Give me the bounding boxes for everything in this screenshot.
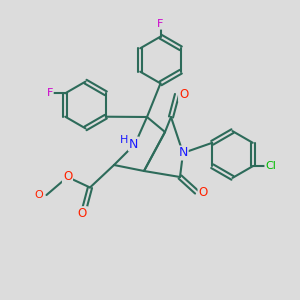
Text: O: O: [63, 170, 72, 184]
Text: O: O: [199, 185, 208, 199]
Text: N: N: [178, 146, 188, 160]
Text: F: F: [46, 88, 53, 98]
Text: O: O: [179, 88, 188, 101]
Text: H: H: [119, 135, 128, 146]
Text: Cl: Cl: [265, 161, 276, 171]
Text: O: O: [35, 190, 44, 200]
Text: N: N: [129, 137, 138, 151]
Text: F: F: [157, 19, 164, 29]
Text: O: O: [78, 207, 87, 220]
